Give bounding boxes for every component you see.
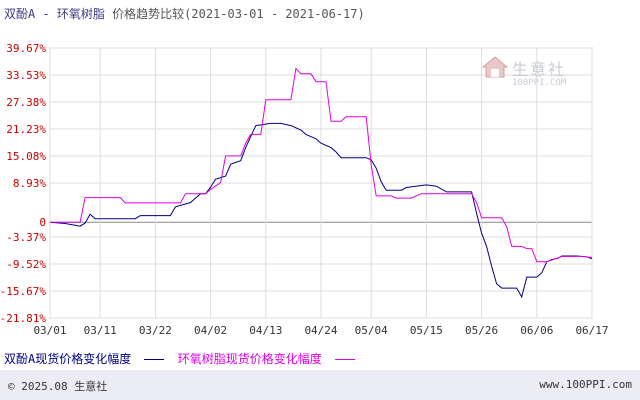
y-tick-label: -15.67% (0, 285, 46, 298)
chart-title-sub: 价格趋势比较(2021-03-01 - 2021-06-17) (112, 7, 365, 21)
y-tick-label: 39.67% (6, 42, 46, 55)
grid-lines (49, 47, 593, 319)
series-line-bpa (49, 122, 593, 299)
watermark-url: 100PPI.COM (512, 78, 567, 88)
x-tick-label: 04/02 (194, 324, 227, 337)
house-logo-icon (482, 56, 508, 78)
y-tick-label: -3.37% (6, 231, 46, 244)
copyright-text: © 2025.08 生意社 (8, 380, 108, 393)
y-tick-label: 8.93% (13, 177, 46, 190)
y-tick-label: -9.52% (6, 258, 46, 271)
legend-swatch-epoxy (334, 359, 355, 360)
legend-label-epoxy: 环氧树脂现货价格变化幅度 (177, 352, 322, 366)
x-tick-label: 06/06 (520, 324, 553, 337)
x-tick-label: 05/26 (465, 324, 498, 337)
y-tick-label: 21.23% (6, 123, 46, 136)
y-tick-label: 0 (39, 216, 46, 229)
chart-title: 双酚A - 环氧树脂 价格趋势比较(2021-03-01 - 2021-06-1… (4, 5, 365, 22)
chart-title-main: 双酚A - 环氧树脂 (4, 7, 105, 21)
x-tick-label: 05/04 (355, 324, 388, 337)
footer-bar: © 2025.08 生意社 www.100PPI.com (0, 370, 640, 400)
series-line-epoxy (50, 67, 593, 263)
legend-swatch-bpa (144, 359, 165, 360)
x-tick-label: 04/13 (249, 324, 282, 337)
y-tick-label: 15.08% (6, 150, 46, 163)
x-tick-label: 04/24 (304, 324, 337, 337)
x-tick-label: 03/22 (139, 324, 172, 337)
x-tick-label: 06/17 (575, 324, 608, 337)
x-axis-ticks: 03/01 03/11 03/22 04/02 04/13 04/24 05/04 05/15… (33, 324, 608, 337)
y-tick-label: 33.53% (6, 69, 46, 82)
site-link[interactable]: www.100PPI.com (539, 378, 632, 391)
legend-label-bpa: 双酚A现货价格变化幅度 (4, 352, 132, 366)
x-tick-label: 03/11 (84, 324, 117, 337)
chart-legend: 双酚A现货价格变化幅度 环氧树脂现货价格变化幅度 (4, 350, 361, 367)
y-tick-label: 27.38% (6, 96, 46, 109)
x-tick-label: 03/01 (33, 324, 66, 337)
watermark-name: 生意社 (512, 60, 567, 79)
x-tick-label: 05/15 (410, 324, 443, 337)
series-lines (49, 67, 593, 299)
y-tick-label: -21.81% (0, 312, 46, 325)
chart-plot: 39.67% 33.53% 27.38% 21.23% 15.08% 8.93% 0 -3.3… (0, 42, 609, 337)
watermark: 生意社 100PPI.COM (482, 54, 578, 94)
y-axis-ticks: 39.67% 33.53% 27.38% 21.23% 15.08% 8.93% 0 -3.3… (0, 42, 46, 325)
